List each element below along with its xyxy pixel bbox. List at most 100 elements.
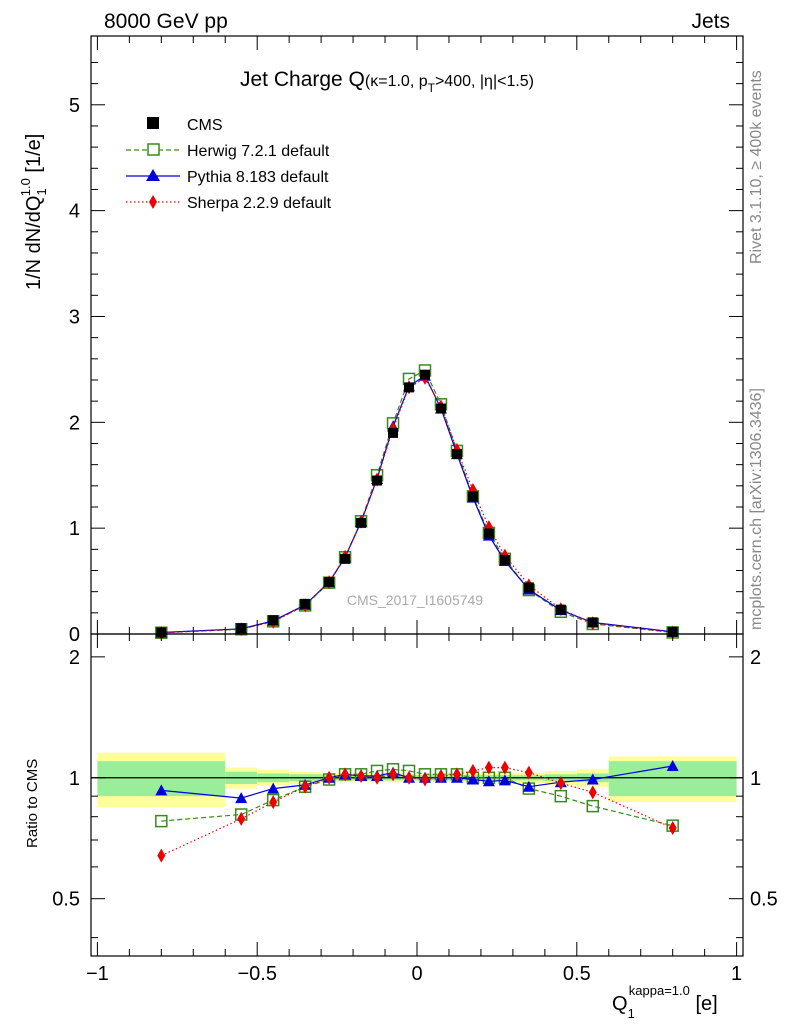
ratio-uncertainty-bands [97,752,737,808]
x-tick-label: 0.5 [563,963,591,985]
main-y-axis-label-sub: 1 [34,189,49,196]
ratio-plot-panel: −1 −0.5 0 0.5 10.5 0.51 12 2 Ratio to CMS Q1kap… [24,633,778,1021]
main-point-cms [499,554,510,565]
ratio-point-pythia [586,773,599,785]
main-point-cms [268,615,279,626]
ratio-point-sherpa [436,769,445,784]
x-axis-label-sup: kappa=1.0 [629,983,690,998]
main-y-tick-label: 2 [69,412,80,434]
main-point-cms [324,577,335,588]
main-point-cms [340,553,351,564]
main-plot-title-sub-index: T [428,81,436,95]
ratio-point-pythia [498,774,511,786]
ratio-point-sherpa [524,765,533,780]
legend-label-herwig: Herwig 7.2.1 default [187,143,330,160]
main-y-tick-label: 0 [69,624,80,646]
x-axis-label-sub: 1 [628,1006,635,1021]
main-point-cms [451,449,462,460]
legend-marker-herwig [147,143,160,156]
main-plot-title-sub-rest: >400, |η|<1.5) [435,73,534,90]
rivet-version-label: Rivet 3.1.10, ≥ 400k events [748,70,765,264]
main-point-cms [555,604,566,615]
main-plot-data [155,364,679,640]
x-axis-label: Q1 kappa=1.0 [e] [612,983,718,1021]
ratio-point-pythia [466,773,479,785]
ratio-point-sherpa [325,770,334,785]
ratio-point-sherpa [301,779,310,794]
header-process: Jets [691,10,730,33]
x-tick-label: 0 [411,963,422,985]
x-axis-label-unit: [e] [690,993,718,1015]
ratio-point-herwig [155,814,168,828]
ratio-point-sherpa [389,767,398,782]
ratio-point-sherpa [237,811,246,826]
legend-entry-sherpa: Sherpa 2.2.9 default [126,195,332,212]
main-y-axis-label-unit: [1/e] [23,134,45,178]
header-energy: 8000 GeV pp [104,10,228,33]
ratio-point-sherpa [157,848,166,863]
main-plot-title-main: Jet Charge Q [240,68,365,91]
main-y-tick-label: 4 [69,201,80,223]
ratio-y-tick-label-right: 1 [750,768,761,790]
ratio-point-sherpa [420,772,429,787]
analysis-watermark: CMS_2017_I1605749 [347,592,483,608]
ratio-line-pythia [161,765,673,799]
ratio-series-sherpa [157,760,677,863]
main-point-cms [587,617,598,628]
main-y-axis-label-main: 1/N dN/dQ [23,196,45,290]
x-axis-label-main: Q [612,993,628,1015]
x-tick-label: −0.5 [237,963,276,985]
ratio-y-tick-label-right: 2 [750,647,761,669]
legend: CMS Herwig 7.2.1 default Pythia 8.183 de… [126,117,332,212]
ratio-point-sherpa [373,770,382,785]
legend-entry-herwig: Herwig 7.2.1 default [126,143,330,160]
ratio-point-pythia [155,784,168,796]
legend-label-sherpa: Sherpa 2.2.9 default [187,195,332,212]
ratio-plot-data [155,759,679,863]
main-point-cms [404,382,415,393]
ratio-y-tick-label-left: 2 [69,647,80,669]
main-plot-title-sub: (κ=1.0, p [365,73,428,90]
ratio-point-herwig [586,799,600,813]
ratio-y-axis-label: Ratio to CMS [24,759,41,848]
ratio-point-sherpa [468,763,477,778]
legend-marker-sherpa [149,195,157,209]
main-point-cms [300,598,311,609]
ratio-plot-axis-ticks: −1 −0.5 0 0.5 1 0.5 0.5 1 1 2 2 [52,634,778,985]
legend-label-cms: CMS [187,117,223,134]
main-y-tick-label: 1 [69,518,80,540]
main-point-cms [483,528,494,539]
legend-entry-pythia: Pythia 8.183 default [126,169,329,186]
ratio-point-sherpa [500,760,509,775]
ratio-point-pythia [267,782,280,794]
legend-marker-pythia [146,169,160,181]
main-plot-axis-ticks: 0 1 2 3 4 5 [69,36,743,646]
main-plot-title: Jet Charge Q(κ=1.0, pT>400, |η|<1.5) [240,68,534,95]
ratio-point-pythia [482,775,495,787]
main-point-cms [467,491,478,502]
legend-marker-cms [147,117,159,129]
ratio-point-sherpa [405,770,414,785]
ratio-point-pythia [666,759,679,771]
main-point-cms [523,582,534,593]
ratio-point-sherpa [341,767,350,782]
main-point-cms [435,403,446,414]
main-y-tick-label: 3 [69,306,80,328]
ratio-point-herwig [554,789,568,803]
x-tick-label: −1 [86,963,109,985]
main-y-axis-label: 1/N dN/dQ11.0 [1/e] [18,134,49,290]
main-point-cms [372,475,383,486]
ratio-y-tick-label-left: 1 [69,768,80,790]
ratio-point-sherpa [484,760,493,775]
x-tick-label: 1 [731,963,742,985]
mcplots-reference-label: mcplots.cern.ch [arXiv:1306.3436] [748,388,765,630]
ratio-point-pythia [522,780,535,792]
main-point-cms [419,369,430,380]
main-y-axis-label-sup: 1.0 [18,178,33,196]
main-point-cms [236,623,247,634]
ratio-line-herwig [161,768,673,827]
ratio-point-sherpa [668,820,677,835]
main-plot-panel: 0 1 2 3 4 5 Jet Charge Q(κ=1.0, pT>400, |η|<1… [18,35,744,646]
ratio-point-sherpa [556,776,565,791]
